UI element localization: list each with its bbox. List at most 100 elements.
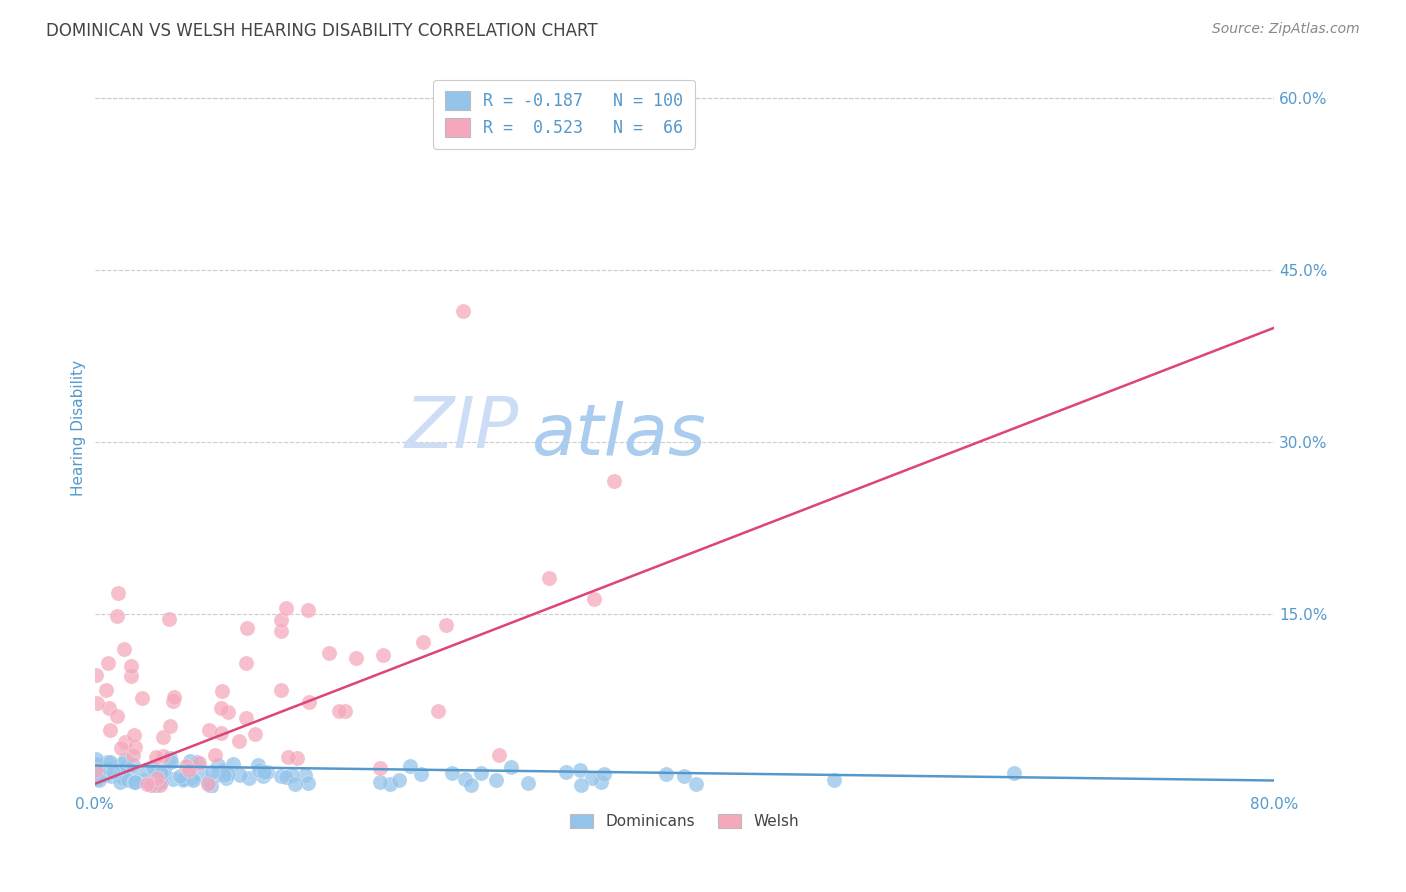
Point [172, 772, 194, 786]
Point [823, 772, 845, 787]
Point [217, 705, 239, 719]
Point [131, 690, 153, 705]
Point [177, 760, 200, 774]
Point [139, 778, 162, 792]
Point [318, 646, 340, 660]
Point [236, 621, 259, 635]
Point [228, 768, 250, 782]
Point [190, 766, 212, 780]
Point [143, 779, 166, 793]
Point [146, 776, 169, 790]
Point [122, 770, 145, 784]
Point [204, 747, 226, 762]
Text: ZIP: ZIP [405, 393, 519, 463]
Point [399, 758, 422, 772]
Point [499, 760, 522, 774]
Point [169, 769, 191, 783]
Point [274, 770, 297, 784]
Point [555, 764, 578, 779]
Point [96, 682, 118, 697]
Point [328, 704, 350, 718]
Point [222, 757, 245, 772]
Point [122, 728, 145, 742]
Point [209, 726, 232, 740]
Point [388, 772, 411, 787]
Point [124, 739, 146, 754]
Point [100, 769, 122, 783]
Point [86, 696, 108, 710]
Point [86, 756, 108, 771]
Point [294, 767, 316, 781]
Point [180, 771, 202, 785]
Point [603, 474, 626, 488]
Point [107, 586, 129, 600]
Point [87, 772, 110, 787]
Point [163, 690, 186, 705]
Point [211, 764, 233, 779]
Point [159, 719, 181, 733]
Point [91, 764, 114, 779]
Point [121, 748, 143, 763]
Point [114, 759, 136, 773]
Point [111, 770, 134, 784]
Point [94, 761, 117, 775]
Point [270, 613, 292, 627]
Point [110, 740, 132, 755]
Point [238, 771, 260, 785]
Point [100, 723, 122, 737]
Point [217, 767, 239, 781]
Text: Source: ZipAtlas.com: Source: ZipAtlas.com [1212, 22, 1360, 37]
Point [368, 774, 391, 789]
Point [200, 779, 222, 793]
Point [97, 657, 120, 671]
Point [409, 766, 432, 780]
Point [159, 751, 181, 765]
Point [145, 749, 167, 764]
Point [122, 758, 145, 772]
Point [84, 752, 107, 766]
Point [212, 768, 235, 782]
Point [198, 723, 221, 738]
Point [160, 756, 183, 770]
Point [108, 775, 131, 789]
Point [207, 758, 229, 772]
Point [120, 669, 142, 683]
Point [152, 767, 174, 781]
Point [179, 754, 201, 768]
Point [655, 767, 678, 781]
Point [685, 777, 707, 791]
Point [157, 612, 180, 626]
Point [105, 609, 128, 624]
Point [277, 749, 299, 764]
Point [162, 694, 184, 708]
Point [201, 764, 224, 779]
Point [235, 656, 257, 670]
Point [344, 651, 367, 665]
Point [101, 764, 124, 779]
Point [114, 753, 136, 767]
Point [146, 771, 169, 785]
Point [152, 748, 174, 763]
Point [228, 733, 250, 747]
Point [115, 759, 138, 773]
Point [235, 711, 257, 725]
Point [120, 659, 142, 673]
Point [460, 777, 482, 791]
Point [270, 624, 292, 638]
Point [247, 758, 270, 772]
Point [89, 762, 111, 776]
Point [181, 772, 204, 787]
Point [516, 776, 538, 790]
Point [134, 763, 156, 777]
Point [270, 682, 292, 697]
Point [112, 771, 135, 785]
Point [114, 735, 136, 749]
Point [162, 772, 184, 786]
Point [253, 764, 276, 779]
Point [451, 303, 474, 318]
Point [96, 755, 118, 769]
Point [98, 701, 121, 715]
Point [488, 748, 510, 763]
Point [673, 769, 696, 783]
Point [380, 777, 402, 791]
